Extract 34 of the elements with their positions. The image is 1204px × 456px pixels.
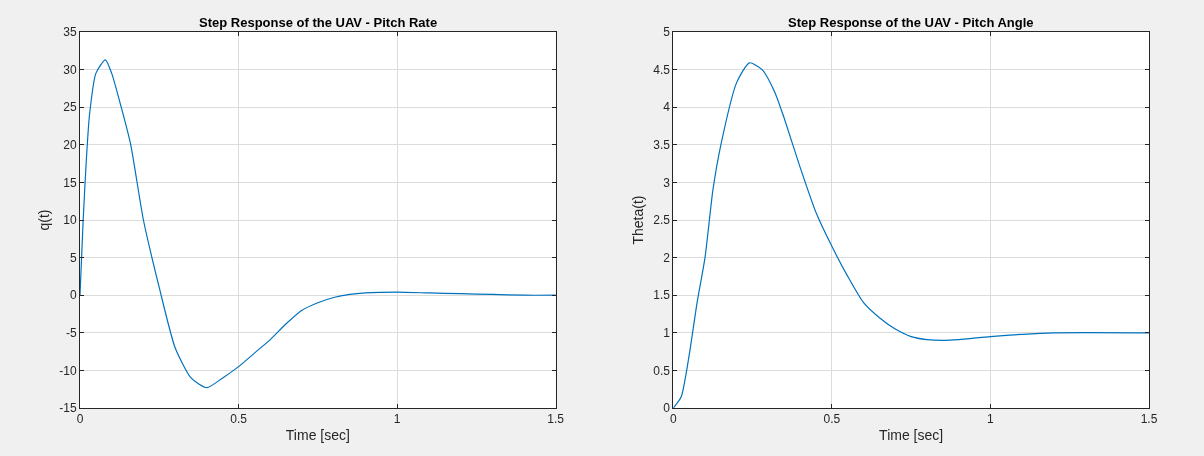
y-tick-label: 1.5 <box>653 288 671 303</box>
y-tick-label: 4 <box>663 100 671 115</box>
y-tick-label: 0 <box>69 288 77 303</box>
y-tick-label: -10 <box>59 363 77 378</box>
y-axis-title: Theta(t) <box>629 195 646 245</box>
y-tick-label: 25 <box>63 100 77 115</box>
y-tick-label: 35 <box>63 25 77 40</box>
y-tick-label: 20 <box>63 138 77 152</box>
y-tick-label: 30 <box>63 62 77 77</box>
y-tick-label: -5 <box>65 326 77 340</box>
y-tick-label: 2.5 <box>653 213 671 228</box>
y-tick-label: -15 <box>59 401 77 416</box>
x-tick-label: 1 <box>987 412 995 427</box>
x-tick-label: 1.5 <box>1140 412 1158 427</box>
y-tick-label: 3 <box>663 175 671 190</box>
y-tick-label: 10 <box>63 213 77 228</box>
chart-title: Step Response of the UAV - Pitch Angle <box>788 15 1034 30</box>
y-tick-label: 15 <box>63 175 77 190</box>
y-axis-title: q(t) <box>35 209 52 231</box>
y-tick-label: 5 <box>69 250 77 265</box>
y-tick-label: 0.5 <box>653 363 671 378</box>
y-tick-label: 2 <box>663 250 671 265</box>
y-tick-label: 1 <box>663 326 671 340</box>
y-tick-label: 4.5 <box>653 62 671 77</box>
y-tick-label: 0 <box>663 401 671 416</box>
x-axis-title: Time [sec] <box>285 426 350 443</box>
x-tick-label: 0.5 <box>230 412 248 427</box>
y-tick-label: 5 <box>663 25 671 40</box>
x-tick-label: 0.5 <box>823 412 841 427</box>
y-tick-label: 3.5 <box>653 138 671 152</box>
chart-title: Step Response of the UAV - Pitch Rate <box>199 15 438 30</box>
x-tick-label: 1 <box>393 412 401 427</box>
x-axis-title: Time [sec] <box>879 426 944 443</box>
x-tick-label: 1.5 <box>547 412 565 427</box>
